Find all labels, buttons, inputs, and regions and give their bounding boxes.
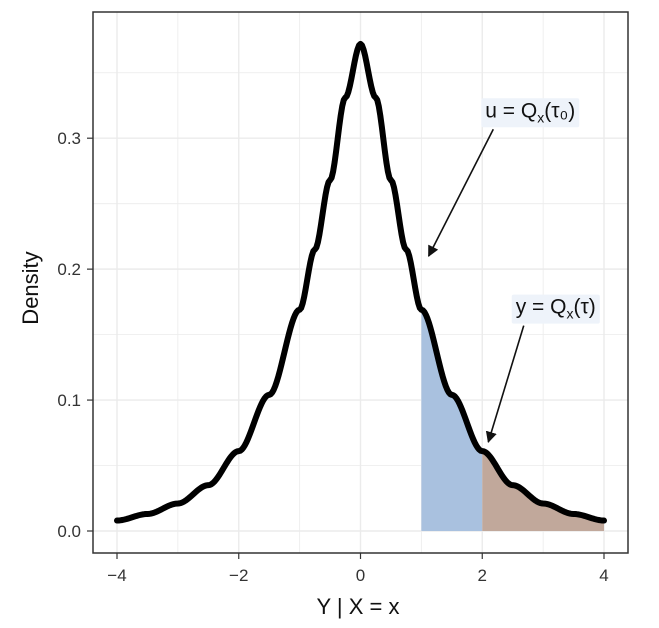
annotation-arrow [485, 325, 525, 444]
shaded-region-2 [482, 451, 604, 531]
density-curve [114, 40, 607, 524]
annotations: u = Qx(τ₀) y = Qx(τ) [427, 98, 600, 444]
x-tick-label: 4 [599, 566, 608, 585]
y-tick-label: 0.1 [57, 391, 81, 410]
annotation-arrow [427, 128, 495, 258]
x-tick-label: 0 [356, 566, 365, 585]
y-tick-label: 0.2 [57, 260, 81, 279]
annotation-label: y = Qx(τ) [516, 296, 596, 322]
x-tick-label: −4 [107, 566, 126, 585]
y-tick-label: 0.3 [57, 129, 81, 148]
annotation-label-bg [481, 98, 580, 128]
x-axis: −4 −2 0 2 4 [107, 553, 609, 585]
shaded-regions [421, 309, 604, 531]
x-tick-label: −2 [229, 566, 248, 585]
x-tick-label: 2 [478, 566, 487, 585]
y-axis: 0.0 0.1 0.2 0.3 [57, 129, 93, 541]
x-axis-title: Y | X = x [317, 594, 400, 619]
annotation-label: u = Qx(τ₀) [485, 99, 575, 125]
annotation-2: y = Qx(τ) [485, 294, 600, 444]
y-tick-label: 0.0 [57, 522, 81, 541]
shaded-region-1 [421, 309, 483, 531]
grid [93, 12, 628, 553]
y-axis-title: Density [18, 251, 43, 324]
annotation-1: u = Qx(τ₀) [427, 98, 580, 258]
annotation-label-bg [511, 294, 600, 324]
